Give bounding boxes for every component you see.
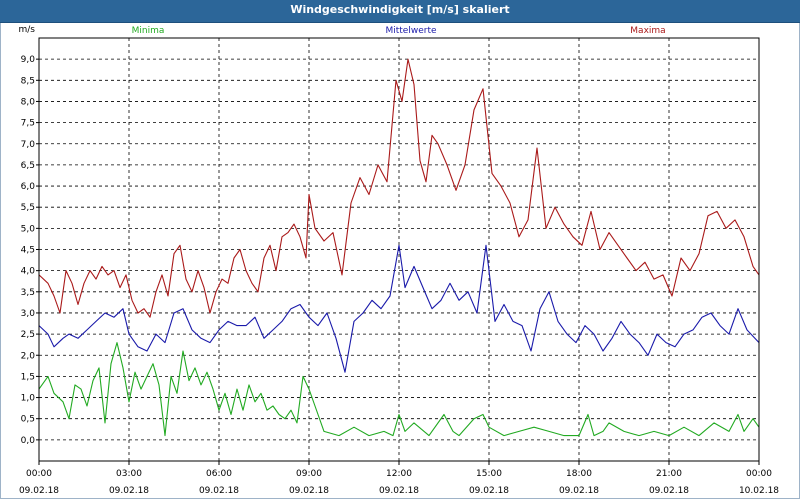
y-tick-label: 7,0 [21,140,36,150]
y-tick-label: 8,5 [21,76,35,86]
series-layer [38,58,760,437]
x-tick-date: 09.02.18 [199,486,239,496]
y-tick-label: 5,5 [21,203,35,213]
x-tick-date: 09.02.18 [649,486,689,496]
y-tick-label: 3,0 [21,309,36,319]
y-tick-label: 2,5 [21,330,35,340]
x-tick-date: 09.02.18 [469,486,509,496]
y-tick-label: 1,5 [21,372,35,382]
axes [36,37,760,465]
legend-maxima: Maxima [630,26,665,36]
x-tick-date: 09.02.18 [289,486,329,496]
labels: 0,0 0,5 1,0 1,5 2,0 2,5 3,0 3,5 4,0 4,5 5,0 5,5 6,0 6… [19,25,780,496]
x-tick-time: 06:00 [206,469,232,479]
plot-area-border [38,37,760,462]
y-tick-label: 3,5 [21,288,35,298]
y-tick-label: 4,5 [21,246,35,256]
y-tick-label: 0,0 [21,436,36,446]
x-tick-date: 09.02.18 [559,486,599,496]
y-tick-label: 6,0 [21,182,36,192]
y-tick-label: 8,0 [21,97,36,107]
series-line-mittelwerte [38,244,760,373]
x-tick-date: 09.02.18 [379,486,419,496]
series-line-minima [38,342,760,437]
y-tick-label: 7,5 [21,119,35,129]
chart-title-bar: Windgeschwindigkeit [m/s] skaliert [0,0,800,23]
x-tick-time: 03:00 [116,469,142,479]
x-tick-time: 09:00 [296,469,322,479]
x-tick-time: 12:00 [386,469,412,479]
y-tick-label: 4,0 [21,267,36,277]
chart-title: Windgeschwindigkeit [m/s] skaliert [290,3,510,16]
x-tick-date: 09.02.18 [109,486,149,496]
grid [39,38,759,461]
y-tick-label: 1,0 [21,394,36,404]
y-tick-label: 2,0 [21,351,36,361]
series-line-maxima [38,58,760,318]
legend-minima: Minima [132,26,165,36]
x-tick-date: 09.02.18 [19,486,59,496]
y-tick-label: 5,0 [21,224,36,234]
y-axis-label: m/s [19,25,36,35]
x-tick-time: 18:00 [566,469,592,479]
x-tick-time: 15:00 [476,469,502,479]
y-tick-label: 0,5 [21,415,35,425]
x-tick-time: 00:00 [26,469,52,479]
x-tick-time: 00:00 [746,469,772,479]
x-tick-date: 10.02.18 [739,486,779,496]
y-tick-label: 6,5 [21,161,35,171]
y-tick-label: 9,0 [21,55,36,65]
x-tick-time: 21:00 [656,469,682,479]
legend-mittelwerte: Mittelwerte [385,26,436,36]
